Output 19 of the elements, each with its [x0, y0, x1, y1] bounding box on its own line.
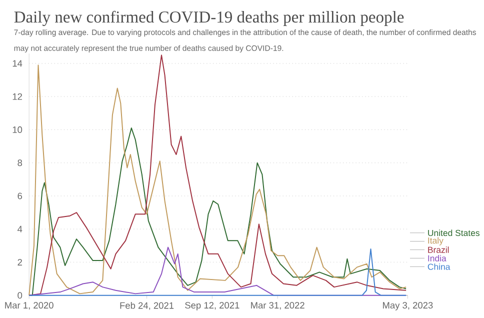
- x-tick-label: Feb 24, 2021: [120, 302, 174, 310]
- x-tick-label: Sep 12, 2021: [185, 302, 240, 310]
- text: United States: [428, 230, 480, 236]
- text: India: [428, 254, 446, 262]
- x-tick-label: May 3, 2023: [383, 302, 433, 310]
- y-tick-label: 2: [18, 258, 22, 266]
- text: China: [428, 263, 450, 270]
- y-tick-label: 8: [18, 160, 22, 166]
- text: Brazil: [428, 246, 449, 253]
- y-tick-label: 14: [12, 60, 22, 67]
- y-tick-label: 12: [12, 93, 22, 100]
- x-tick-label: Mar 1, 2020: [5, 302, 54, 310]
- y-tick-label: 10: [12, 126, 22, 133]
- y-tick-label: 4: [18, 226, 22, 232]
- y-tick-label: 6: [18, 192, 22, 200]
- text: Italy: [428, 237, 444, 246]
- x-tick-label: Mar 31, 2022: [251, 302, 304, 310]
- chart-title: Daily new confirmed COVID-19 deaths per million people: [14, 10, 404, 26]
- y-tick-label: 0: [18, 292, 22, 299]
